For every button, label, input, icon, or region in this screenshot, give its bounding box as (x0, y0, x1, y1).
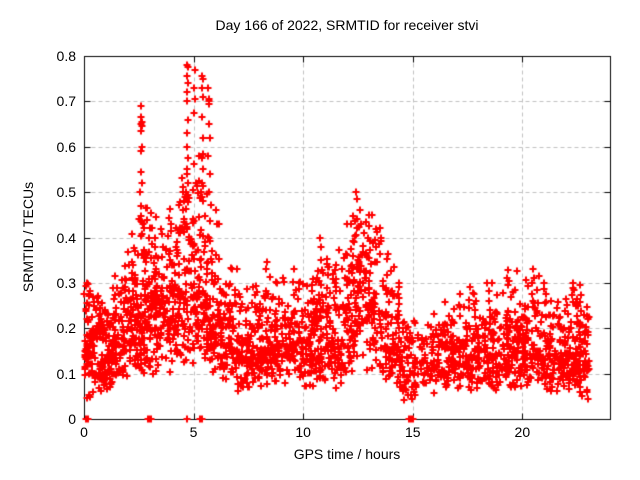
y-tick-label: 0.8 (56, 48, 76, 64)
x-axis-title: GPS time / hours (293, 446, 401, 462)
x-tick-label: 10 (295, 424, 311, 440)
y-tick-label: 0.6 (56, 138, 76, 155)
x-tick-label: 5 (189, 424, 198, 440)
y-tick-label: 0.1 (56, 365, 76, 382)
y-tick-label: 0.5 (56, 184, 76, 201)
y-tick-label: 0.2 (56, 320, 76, 337)
y-tick-label: 0.3 (56, 274, 76, 291)
y-tick-label: 0 (68, 411, 76, 427)
y-tick-label: 0.7 (56, 93, 76, 110)
y-tick-label: 0.4 (56, 229, 76, 246)
chart-title: Day 166 of 2022, SRMTID for receiver stv… (215, 17, 479, 33)
x-tick-label: 0 (80, 424, 88, 440)
x-tick-label: 20 (514, 424, 531, 440)
x-tick-label: 15 (404, 424, 421, 440)
